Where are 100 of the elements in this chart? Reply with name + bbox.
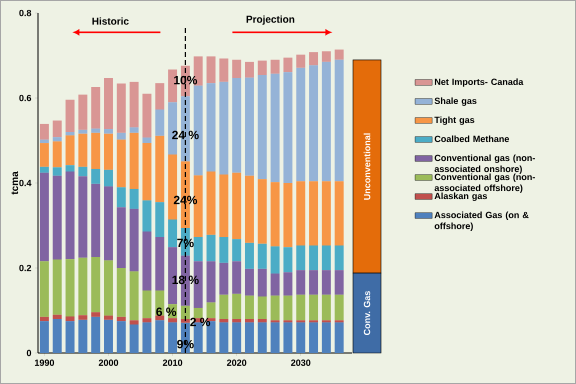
bar (334, 294, 344, 320)
bar (91, 132, 100, 169)
bar (283, 72, 292, 184)
bar (270, 274, 280, 296)
y-axis-title: tcma (11, 171, 18, 195)
legend-label: Associated Gas (on & offshore) (434, 212, 529, 231)
bar (40, 321, 49, 353)
bar (334, 270, 344, 295)
bar (104, 170, 113, 186)
bar (142, 231, 152, 291)
bar (219, 294, 228, 319)
bar (116, 84, 126, 133)
bar (194, 308, 203, 318)
bar (258, 179, 267, 244)
bar (258, 319, 267, 322)
bar (206, 234, 216, 262)
bar (270, 296, 280, 320)
bar (52, 176, 62, 260)
bar (66, 100, 75, 132)
bar (206, 83, 216, 172)
bar (104, 320, 113, 353)
bar (232, 322, 242, 353)
bar (91, 128, 100, 133)
bar (52, 120, 62, 138)
annotation: 2 % (190, 318, 210, 326)
bar (130, 82, 139, 128)
bar (116, 207, 126, 268)
bar (322, 245, 331, 270)
text: Conv. Gas (364, 291, 370, 336)
bar (116, 321, 126, 353)
bar (309, 52, 318, 66)
bar (52, 167, 62, 176)
bar (219, 322, 228, 353)
bar (91, 184, 100, 257)
bar (104, 129, 113, 134)
bar (104, 134, 113, 170)
bar (283, 58, 292, 72)
bar (283, 296, 292, 320)
bar (270, 182, 280, 246)
bar (78, 166, 88, 176)
bar (155, 320, 164, 353)
bar (142, 138, 152, 144)
bar (334, 50, 344, 60)
bar (244, 322, 254, 353)
bar (322, 181, 331, 246)
bar (78, 176, 88, 258)
bar (155, 109, 164, 136)
bar (232, 319, 242, 322)
legend-label: Alaskan gas (434, 192, 487, 201)
bar (66, 172, 75, 260)
bar (142, 290, 152, 318)
bar (258, 60, 267, 76)
bar (66, 259, 75, 316)
bar (155, 236, 164, 291)
bar (334, 245, 344, 270)
bar (244, 176, 254, 243)
bar (334, 60, 344, 182)
annotation: 10% (174, 76, 198, 84)
bar (180, 306, 190, 319)
bar (322, 51, 331, 62)
bar (40, 172, 49, 262)
bar (232, 172, 242, 240)
bar (142, 94, 152, 138)
bar (258, 322, 267, 353)
bar (258, 268, 267, 296)
legend-label: Tight gas (434, 116, 474, 125)
bar (66, 135, 75, 166)
bar (130, 208, 139, 272)
legend-label: Conventional gas (non-associated onshore) (434, 154, 535, 174)
bar (283, 272, 292, 296)
bar (52, 319, 62, 353)
bar (130, 320, 139, 325)
bar (283, 322, 292, 353)
bar (66, 165, 75, 172)
bar (244, 296, 254, 319)
bar (104, 316, 113, 320)
bar (258, 244, 267, 269)
bar (116, 187, 126, 208)
bar (142, 200, 152, 232)
bar (219, 174, 228, 237)
bar (334, 322, 344, 353)
bar (91, 256, 100, 312)
y-tick-label: 0.2 (19, 264, 32, 272)
bar (91, 168, 100, 184)
bar (142, 318, 152, 322)
bar (116, 140, 126, 188)
bar (206, 56, 216, 84)
bar (322, 270, 331, 295)
bar (270, 74, 280, 182)
bar (322, 322, 331, 353)
bar (180, 319, 190, 323)
bar (78, 258, 88, 316)
bar (116, 316, 126, 322)
bar (296, 322, 306, 353)
bar (206, 172, 216, 235)
bar (40, 143, 49, 167)
bar (155, 136, 164, 202)
bar (78, 134, 88, 167)
legend-label: Shale gas (434, 97, 476, 106)
bar (78, 94, 88, 130)
